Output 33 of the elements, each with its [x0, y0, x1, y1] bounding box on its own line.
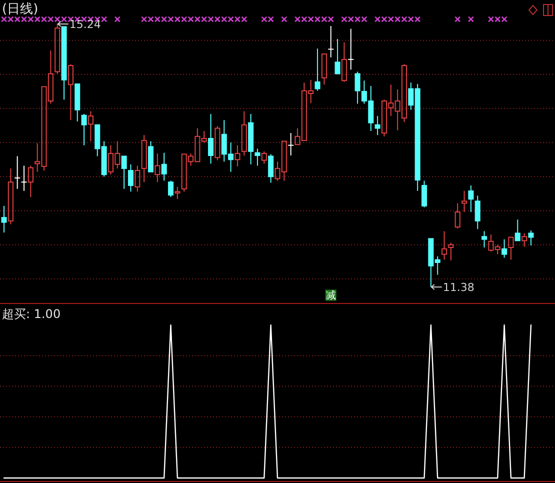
candlestick	[14, 156, 20, 190]
candlestick	[208, 113, 214, 164]
chart-title: 超买: 1.00	[2, 307, 61, 321]
candlestick	[248, 113, 254, 165]
candlestick	[61, 26, 67, 100]
candlestick	[21, 165, 27, 192]
annotation: 15.24	[69, 18, 101, 31]
candlestick	[334, 38, 340, 74]
candlestick	[288, 132, 294, 156]
candlestick	[374, 115, 380, 136]
candlestick	[234, 144, 240, 167]
candlestick	[514, 219, 520, 242]
candlestick	[1, 205, 7, 233]
annotation: 11.38	[442, 281, 474, 294]
candlestick	[448, 242, 454, 261]
candlestick	[154, 152, 160, 183]
candlestick	[468, 184, 474, 213]
candlestick	[148, 140, 154, 172]
candlestick	[474, 195, 480, 230]
candlestick	[254, 148, 260, 166]
candlestick	[141, 134, 147, 183]
chart-title: (日线)	[2, 2, 38, 17]
candlestick	[74, 83, 80, 122]
annotation: 减	[326, 290, 336, 302]
candlestick	[482, 230, 488, 248]
candlestick	[508, 236, 514, 260]
candlestick	[88, 110, 94, 142]
candlestick	[328, 26, 334, 58]
candlestick	[461, 190, 468, 213]
candlestick	[314, 48, 320, 92]
candlestick	[28, 165, 34, 198]
candlestick	[121, 156, 127, 190]
candlestick	[348, 28, 354, 70]
